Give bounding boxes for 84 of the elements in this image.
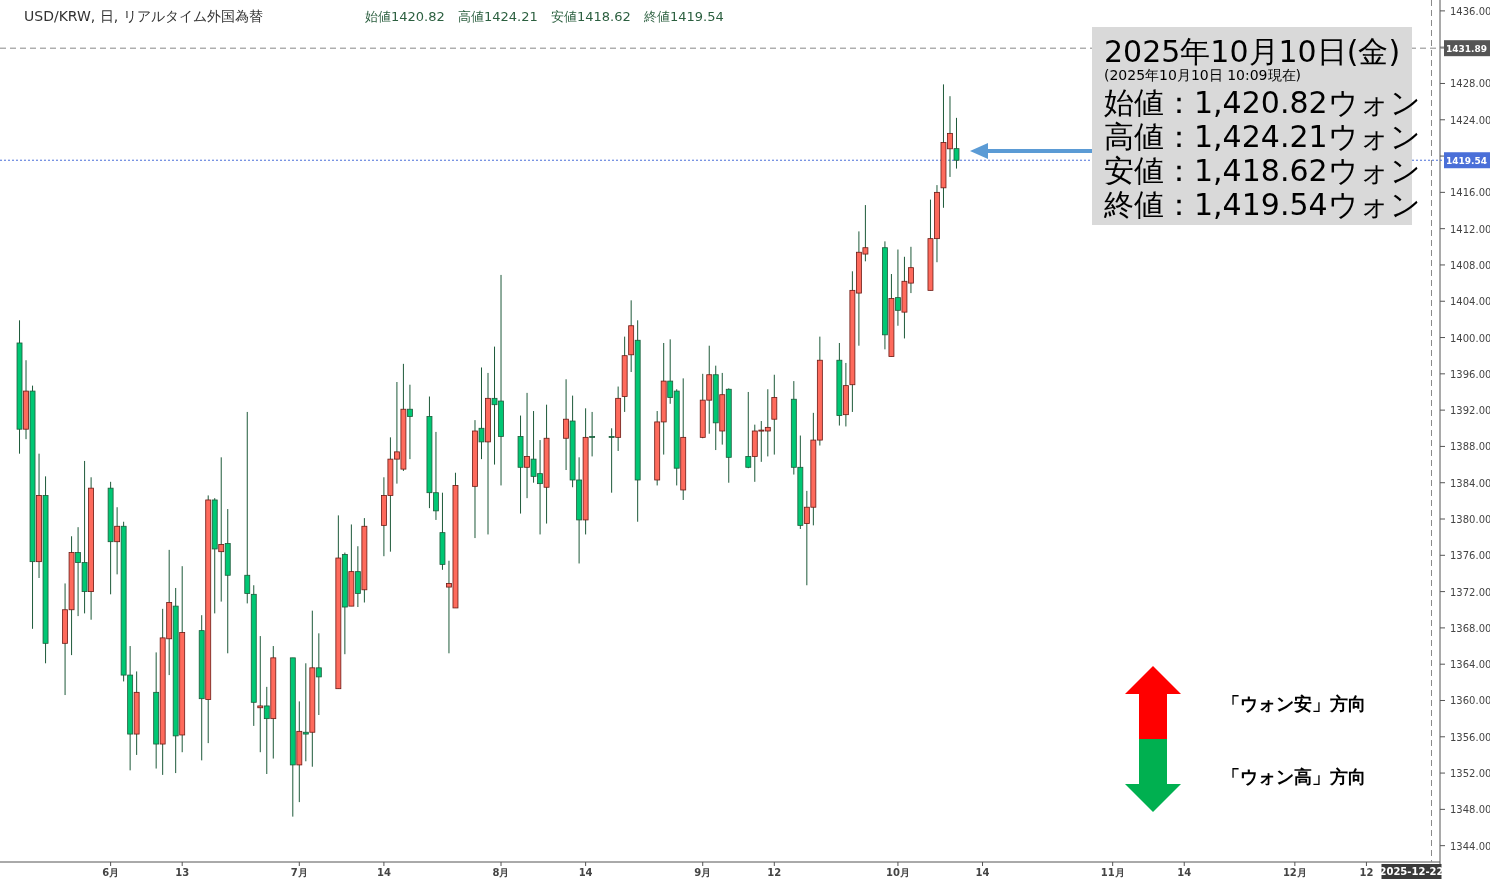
y-tick-label: 1436.00 — [1450, 5, 1490, 17]
y-tick-label: 1372.00 — [1450, 586, 1490, 598]
x-tick-label: 12 — [1359, 867, 1374, 878]
annotation: 「ウォン高」方向 — [1222, 766, 1366, 787]
annotation: 終値1419.54 — [643, 9, 724, 24]
candlestick — [803, 490, 810, 586]
annotation: (2025年10月10日 10:09現在) — [1104, 67, 1301, 83]
y-tick-label: 1424.00 — [1450, 114, 1490, 126]
x-tick-label: 9月 — [694, 867, 712, 878]
candlestick — [354, 545, 361, 608]
candlestick — [908, 246, 914, 294]
x-tick-label: 7月 — [290, 867, 308, 878]
candlestick — [608, 427, 615, 494]
y-tick-label: 1356.00 — [1450, 731, 1490, 743]
annotation: 安値1418.62 — [551, 9, 631, 24]
y-tick-label: 1352.00 — [1450, 768, 1490, 780]
candlestick — [491, 346, 498, 466]
y-tick-label: 1408.00 — [1450, 259, 1490, 271]
annotation: 2025年10月10日(金) — [1104, 34, 1401, 69]
candlestick — [953, 117, 960, 170]
candlestick — [764, 388, 771, 457]
y-tick-label: 1388.00 — [1450, 441, 1490, 453]
y-tick-label: 1348.00 — [1450, 804, 1490, 816]
candlestick — [895, 249, 901, 327]
candlestick — [75, 526, 81, 617]
x-tick-label: 14 — [975, 867, 990, 878]
y-tick-label: 1384.00 — [1450, 477, 1490, 489]
candlestick — [407, 384, 413, 460]
x-tick-label: 11月 — [1100, 867, 1125, 878]
candlestick — [302, 662, 309, 762]
y-tick-label: 1396.00 — [1450, 368, 1490, 380]
x-tick-label: 12月 — [1282, 867, 1307, 878]
annotation: 高値：1,424.21ウォン — [1104, 119, 1421, 154]
ref-line-label: 1419.54 — [1446, 156, 1487, 167]
x-tick-label: 14 — [578, 867, 593, 878]
candlestick — [745, 391, 752, 469]
y-tick-label: 1360.00 — [1450, 695, 1490, 707]
y-tick-label: 1380.00 — [1450, 514, 1490, 526]
candlestick — [263, 686, 270, 775]
text: USD/KRW, 日, リアルタイム外国為替 — [24, 8, 263, 24]
annotation: 高値1424.21 — [458, 9, 538, 24]
candlestick — [589, 411, 596, 457]
y-tick-label: 1344.00 — [1450, 840, 1490, 852]
candlestick — [478, 366, 485, 460]
ref-line-label: 2025-12-22 — [1379, 866, 1444, 877]
annotation: 「ウォン安」方向 — [1222, 693, 1366, 714]
y-tick-label: 1364.00 — [1450, 659, 1490, 671]
annotation: 始値1420.82 — [365, 9, 445, 24]
y-tick-label: 1376.00 — [1450, 550, 1490, 562]
candlestick — [524, 392, 530, 499]
candlestick — [114, 506, 121, 575]
y-tick-label: 1400.00 — [1450, 332, 1490, 344]
y-tick-label: 1368.00 — [1450, 622, 1490, 634]
candlestick — [947, 95, 953, 178]
x-tick-label: 6月 — [102, 867, 120, 878]
y-tick-label: 1404.00 — [1450, 296, 1490, 308]
candlestick — [244, 411, 251, 604]
x-tick-label: 10月 — [885, 867, 910, 878]
annotation: 始値：1,420.82ウォン — [1104, 85, 1421, 120]
candlestick — [563, 378, 569, 471]
candlestick — [758, 420, 765, 463]
candlestick — [537, 439, 543, 535]
candlestick — [218, 456, 225, 603]
x-tick-label: 8月 — [492, 867, 510, 878]
candlestick — [771, 374, 778, 456]
x-tick-label: 14 — [376, 867, 391, 878]
candlestick — [446, 560, 452, 654]
x-tick-label: 14 — [1177, 867, 1192, 878]
annotation: 安値：1,418.62ウォン — [1104, 153, 1421, 188]
candlestick — [257, 635, 264, 753]
y-tick-label: 1392.00 — [1450, 405, 1490, 417]
candlestick — [862, 204, 869, 262]
candlestick — [433, 431, 439, 521]
x-tick-label: 13 — [175, 867, 190, 878]
candlestick — [315, 632, 322, 716]
candlestick — [394, 381, 400, 485]
x-tick-label: 12 — [767, 867, 782, 878]
y-tick-label: 1412.00 — [1450, 223, 1490, 235]
y-tick-label: 1428.00 — [1450, 78, 1490, 90]
candlestick — [667, 338, 674, 405]
annotation: 終値：1,419.54ウォン — [1103, 187, 1421, 222]
candlestick — [530, 410, 537, 484]
y-tick-label: 1416.00 — [1450, 187, 1490, 199]
ref-line-label: 1431.89 — [1446, 44, 1487, 55]
